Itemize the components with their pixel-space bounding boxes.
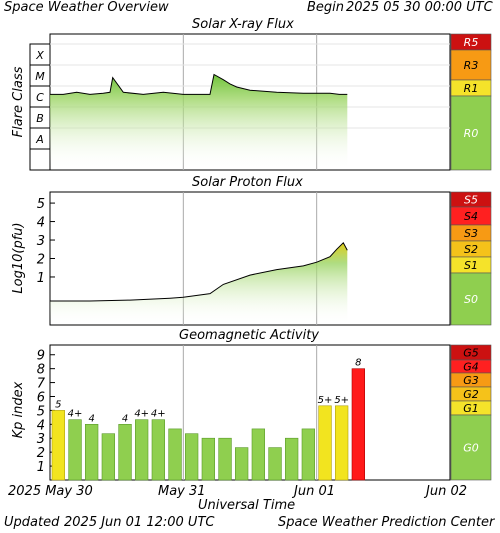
kp-bar-label: 8 bbox=[355, 358, 361, 369]
kp-bar bbox=[118, 423, 132, 481]
kp-scale-g0 bbox=[450, 414, 492, 481]
time-tick-1: May 31 bbox=[158, 484, 206, 499]
kp-scale-label-g1: G1 bbox=[463, 402, 479, 415]
kp-plot-frame bbox=[49, 344, 451, 481]
xray-flux-line bbox=[50, 73, 348, 95]
kp-bar bbox=[351, 368, 365, 481]
proton-scale-label-s5: S5 bbox=[464, 194, 478, 207]
kp-bar bbox=[284, 437, 299, 481]
proton-flux-line bbox=[50, 241, 348, 302]
xray-class-x: X bbox=[35, 49, 44, 62]
kp-ytick-label-6: 6 bbox=[37, 390, 45, 405]
kp-bar-label: 5 bbox=[55, 399, 61, 410]
kp-bar bbox=[151, 419, 165, 481]
proton-title: Solar Proton Flux bbox=[192, 175, 303, 190]
xray-scale-label-r0: R0 bbox=[464, 127, 479, 140]
credit-text: Space Weather Prediction Center bbox=[278, 515, 495, 530]
kp-bar bbox=[51, 410, 65, 481]
updated-label: Updated bbox=[4, 515, 60, 530]
proton-scale-label-s1: S1 bbox=[464, 259, 478, 272]
xray-title: Solar X-ray Flux bbox=[192, 17, 294, 32]
kp-bar bbox=[235, 447, 249, 481]
updated-time: 2025 Jun 01 12:00 UTC bbox=[64, 515, 215, 530]
kp-bar-label: 4 bbox=[89, 413, 95, 424]
kp-bar-label: 5+ bbox=[318, 395, 333, 406]
kp-bar bbox=[218, 437, 232, 481]
xray-scale-r3 bbox=[450, 49, 492, 81]
kp-bar-label: 4 bbox=[122, 413, 128, 424]
proton-ytick-label-4: 4 bbox=[37, 216, 45, 231]
kp-ytick-label-2: 2 bbox=[37, 446, 45, 461]
xray-ylabel: Flare Class bbox=[11, 66, 26, 137]
kp-bar bbox=[201, 437, 215, 481]
kp-ytick-label-8: 8 bbox=[37, 363, 45, 378]
proton-scale-label-s0: S0 bbox=[464, 293, 478, 306]
kp-title: Geomagnetic Activity bbox=[179, 328, 319, 343]
xray-scale-label-r1: R1 bbox=[464, 82, 479, 95]
xray-scale-r0 bbox=[450, 95, 492, 171]
kp-bar-label: 4+ bbox=[134, 409, 149, 420]
begin-label: Begin bbox=[307, 0, 345, 15]
kp-bar bbox=[185, 433, 199, 481]
kp-ytick-label-4: 4 bbox=[37, 418, 45, 433]
kp-bar bbox=[334, 405, 349, 481]
proton-ytick-label-2: 2 bbox=[37, 253, 45, 268]
proton-scale-label-s4: S4 bbox=[464, 210, 478, 223]
xray-class-b: B bbox=[36, 112, 44, 125]
kp-ytick-label-9: 9 bbox=[37, 349, 45, 364]
kp-scale-label-g4: G4 bbox=[463, 361, 479, 374]
page-title: Space Weather Overview bbox=[4, 0, 169, 15]
xray-class-m: M bbox=[35, 70, 45, 83]
proton-flux-fill bbox=[50, 242, 348, 325]
kp-scale-label-g0: G0 bbox=[463, 442, 479, 455]
kp-bar-label: 4+ bbox=[151, 409, 166, 420]
time-tick-0: 2025 May 30 bbox=[8, 484, 93, 499]
proton-ytick-label-1: 1 bbox=[37, 271, 45, 286]
kp-bar bbox=[168, 428, 182, 481]
kp-bar bbox=[251, 428, 265, 481]
kp-scale-label-g5: G5 bbox=[463, 347, 479, 360]
kp-bar bbox=[101, 433, 115, 481]
proton-ytick-label-3: 3 bbox=[37, 234, 45, 249]
kp-bar bbox=[268, 447, 282, 481]
kp-ytick-label-3: 3 bbox=[37, 432, 45, 447]
xray-scale-label-r3: R3 bbox=[464, 59, 479, 72]
begin-time: 2025 05 30 00:00 UTC bbox=[346, 0, 493, 15]
xray-scale-label-r5: R5 bbox=[464, 36, 479, 49]
kp-ytick-label-7: 7 bbox=[37, 377, 46, 392]
kp-ytick-label-1: 1 bbox=[37, 460, 45, 475]
time-tick-2: Jun 01 bbox=[294, 484, 335, 499]
kp-bar bbox=[68, 419, 82, 481]
xray-class-a: A bbox=[35, 133, 44, 146]
kp-ylabel: Kp index bbox=[11, 381, 26, 438]
proton-scale-s0 bbox=[450, 272, 492, 326]
proton-scale-label-s3: S3 bbox=[464, 227, 478, 240]
kp-scale-label-g2: G2 bbox=[463, 388, 479, 401]
xaxis-title: Universal Time bbox=[198, 498, 296, 513]
proton-ylabel: Log10(pfu) bbox=[11, 222, 26, 293]
kp-bar bbox=[135, 419, 149, 481]
kp-bar-label: 4+ bbox=[68, 409, 83, 420]
time-tick-3: Jun 02 bbox=[426, 484, 467, 499]
xray-flux-fill bbox=[50, 74, 348, 170]
kp-bar bbox=[318, 405, 332, 481]
xray-class-box bbox=[29, 148, 51, 171]
proton-scale-label-s2: S2 bbox=[464, 243, 478, 256]
kp-ytick-label-5: 5 bbox=[37, 404, 45, 419]
kp-bar bbox=[301, 428, 315, 481]
proton-ytick-label-5: 5 bbox=[37, 197, 45, 212]
kp-bar bbox=[85, 423, 99, 481]
kp-scale-label-g3: G3 bbox=[463, 374, 479, 387]
kp-bar-label: 5+ bbox=[334, 395, 349, 406]
xray-class-c: C bbox=[36, 91, 44, 104]
